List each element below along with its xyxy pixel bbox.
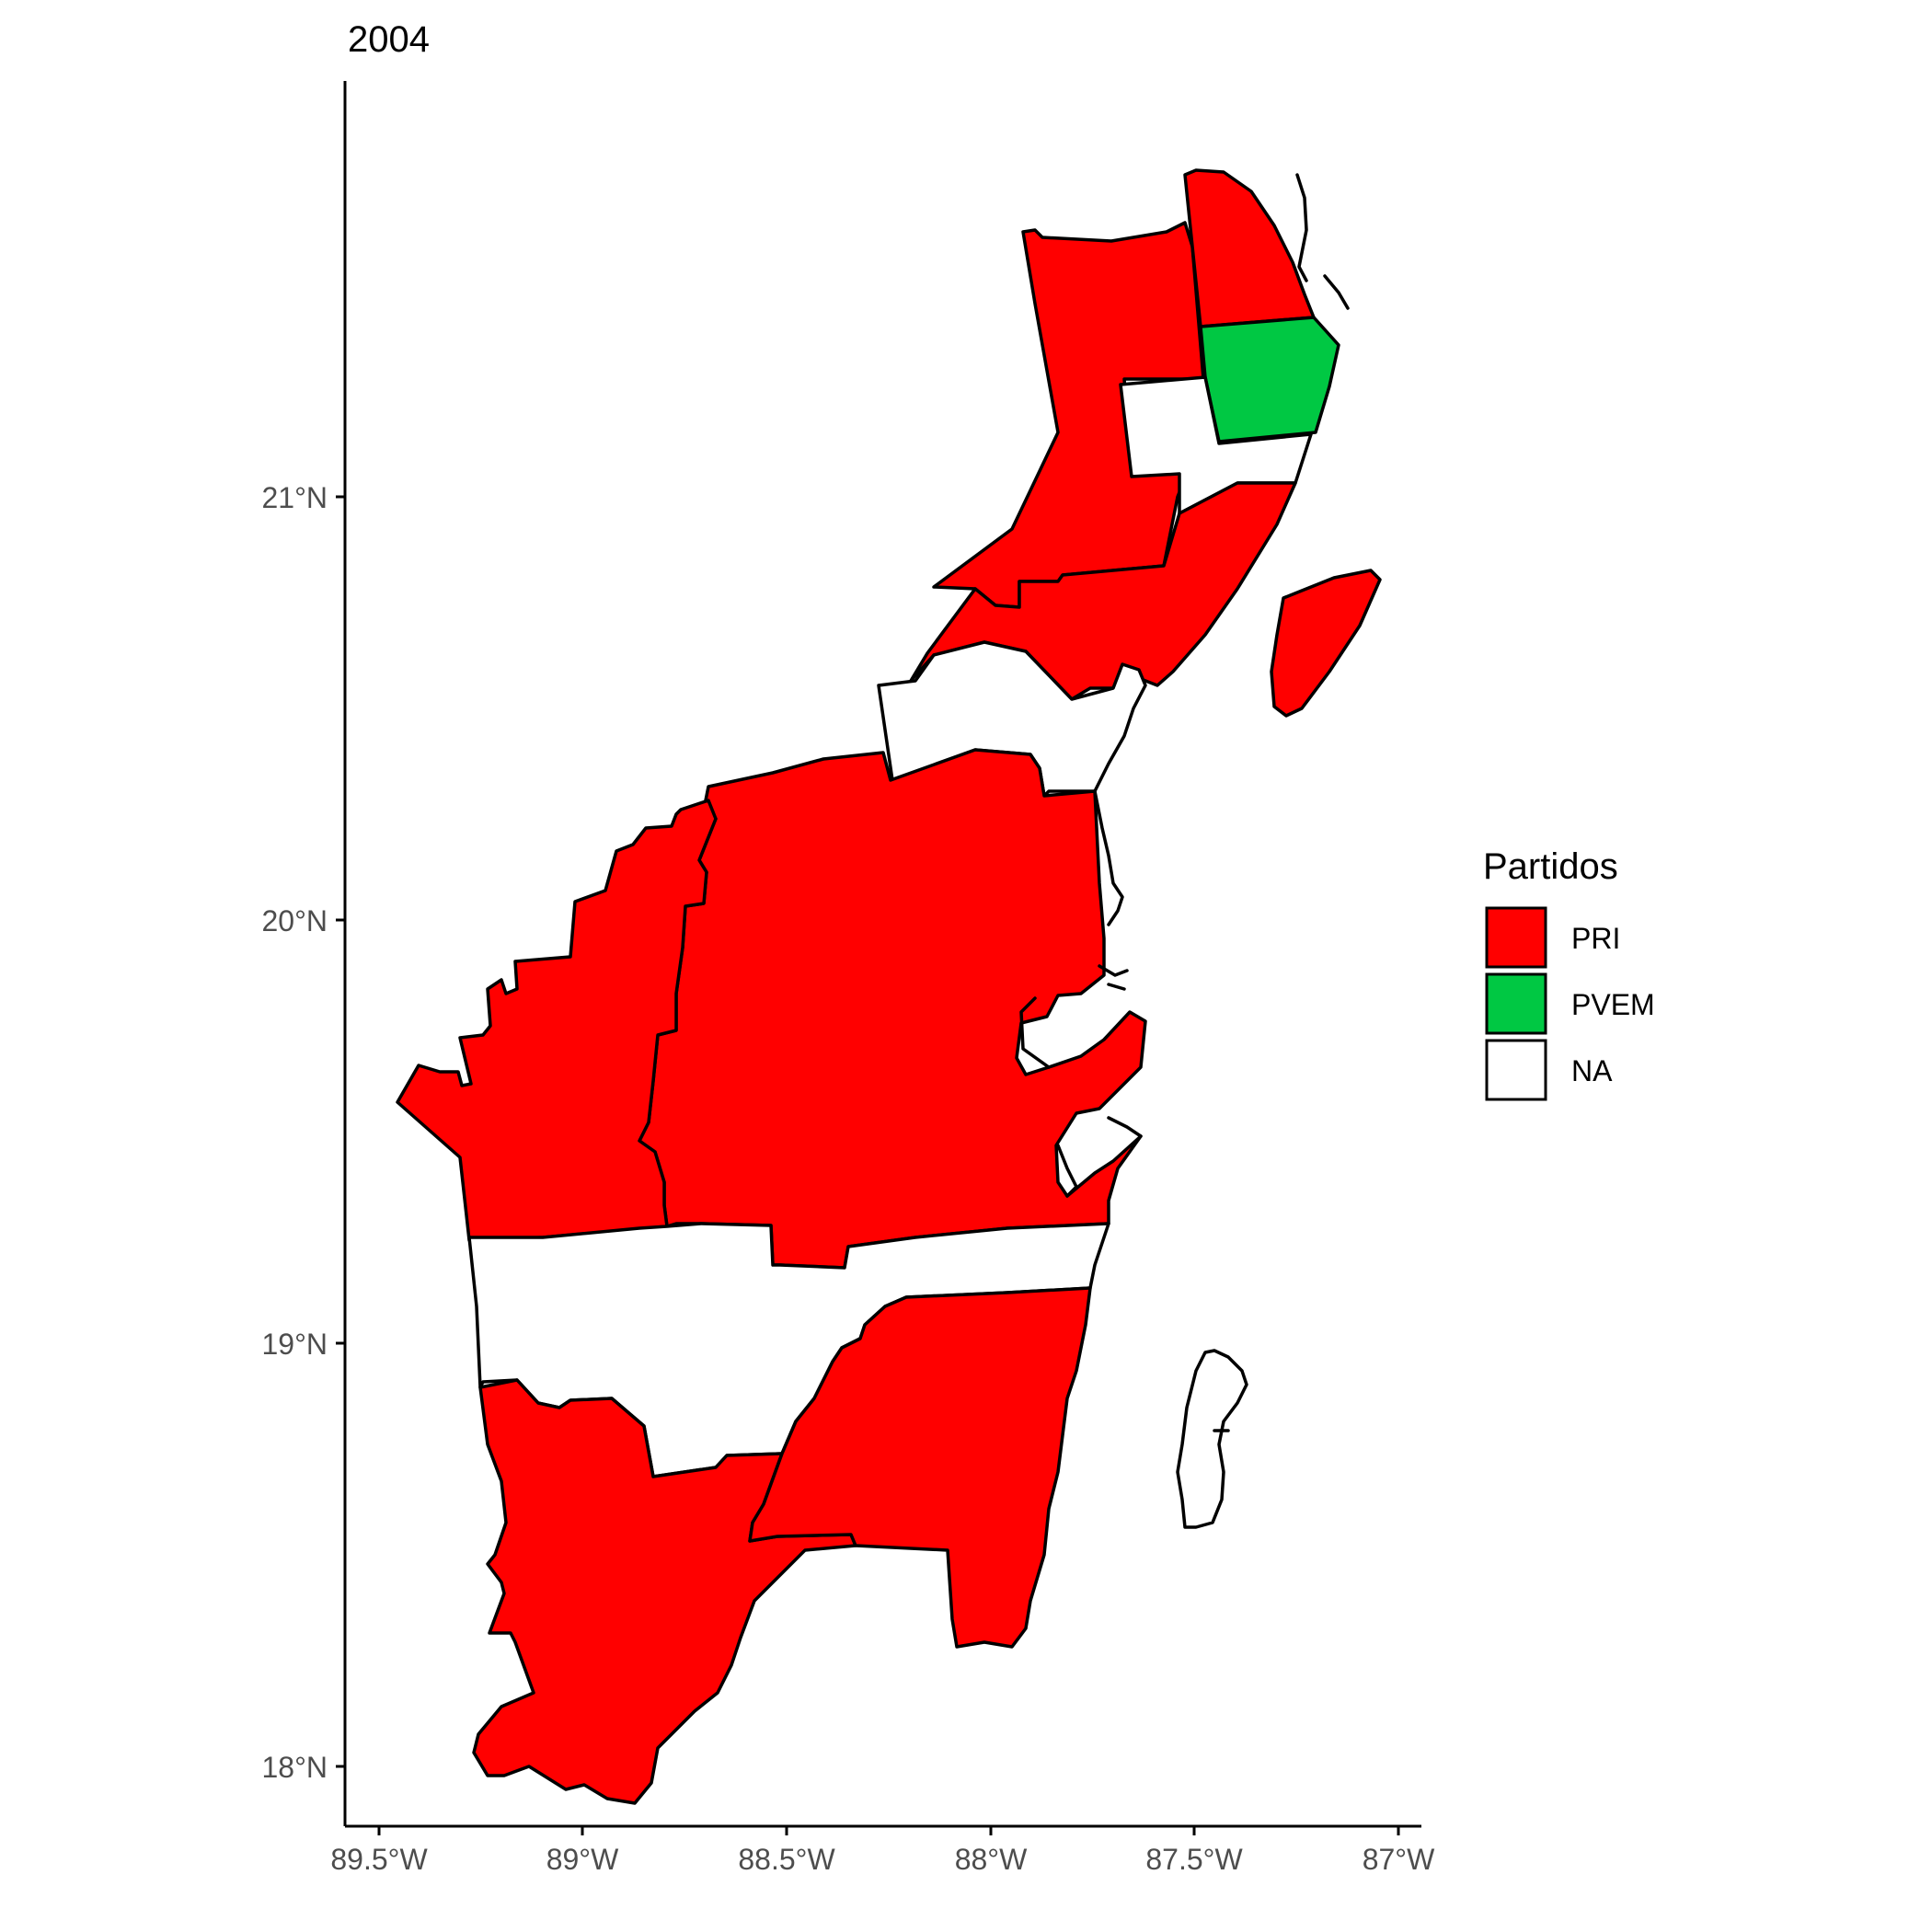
region-felipe-carrillo-west bbox=[396, 799, 718, 1242]
legend-label-pri: PRI bbox=[1571, 922, 1620, 955]
map-regions bbox=[396, 168, 1382, 1805]
x-tick-label-87: 87°W bbox=[1363, 1843, 1435, 1876]
region-othon-p-blanco bbox=[472, 1378, 857, 1805]
y-tick-label-21: 21°N bbox=[262, 481, 328, 514]
y-tick-label-19: 19°N bbox=[262, 1328, 328, 1361]
x-tick-label-87-5: 87.5°W bbox=[1145, 1843, 1243, 1876]
legend: Partidos PRI PVEM NA bbox=[1483, 846, 1655, 1101]
region-lazaro-cardenas bbox=[932, 221, 1205, 609]
legend-label-pvem: PVEM bbox=[1571, 988, 1655, 1021]
plot-title: 2004 bbox=[348, 19, 430, 60]
axes: 18°N 19°N 20°N 21°N 89.5°W 89°W 88.5°W 8… bbox=[262, 81, 1435, 1876]
legend-swatch-pvem bbox=[1485, 972, 1547, 1035]
x-tick-label-88: 88°W bbox=[955, 1843, 1028, 1876]
coastline-fragments bbox=[1019, 173, 1350, 1529]
x-tick-label-88-5: 88.5°W bbox=[738, 1843, 835, 1876]
y-tick-label-20: 20°N bbox=[262, 904, 328, 937]
x-tick-label-89: 89°W bbox=[546, 1843, 619, 1876]
region-cozumel bbox=[1270, 569, 1382, 718]
region-bacalar-east bbox=[748, 1286, 1092, 1649]
y-tick-label-18: 18°N bbox=[262, 1751, 328, 1784]
legend-title: Partidos bbox=[1483, 846, 1618, 887]
legend-label-na: NA bbox=[1571, 1054, 1613, 1087]
x-tick-label-89-5: 89.5°W bbox=[330, 1843, 428, 1876]
legend-swatch-pri bbox=[1485, 906, 1547, 969]
region-benito-juarez bbox=[1199, 316, 1340, 443]
legend-swatch-na bbox=[1485, 1039, 1547, 1101]
region-felipe-carrillo-east bbox=[638, 748, 1147, 1270]
region-isla-mujeres bbox=[1183, 168, 1316, 328]
